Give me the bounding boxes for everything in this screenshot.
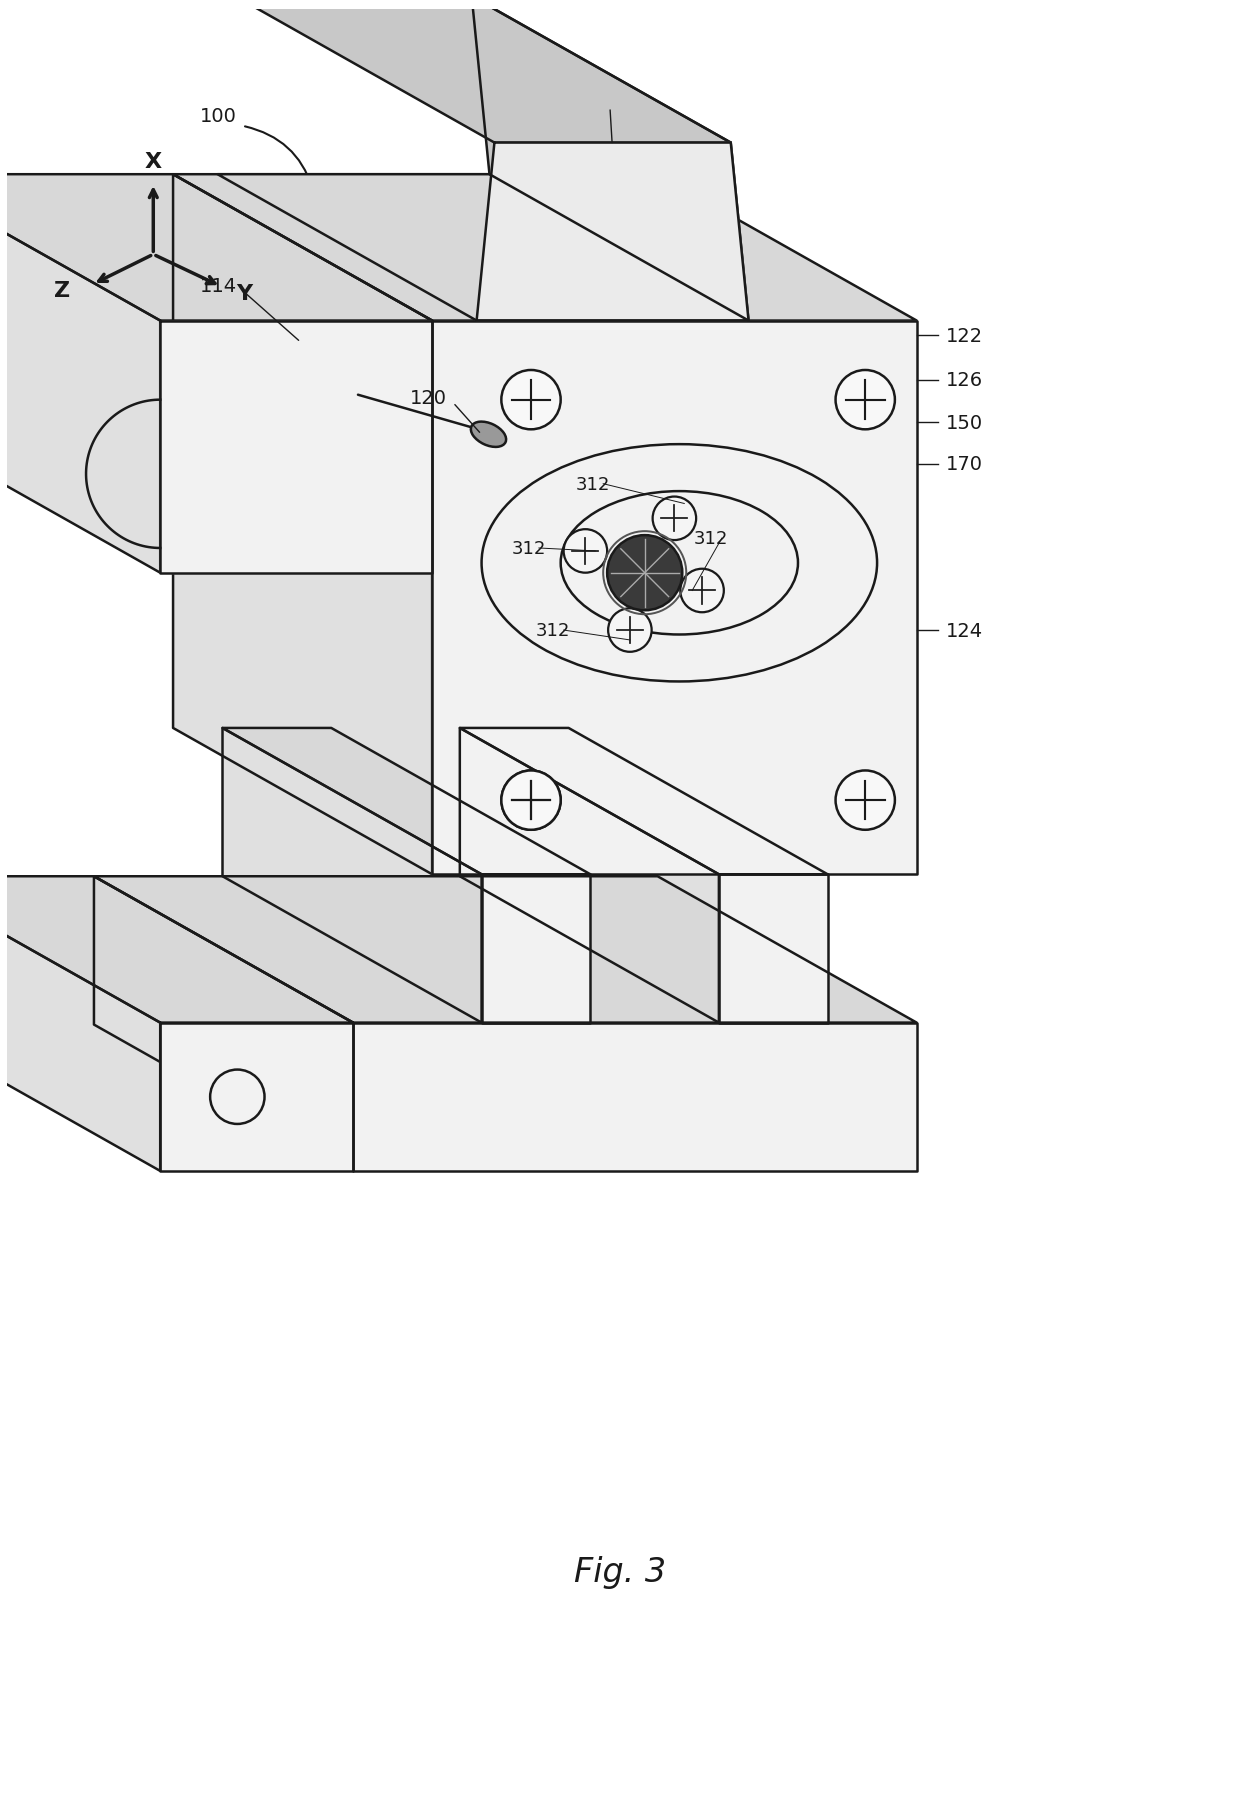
Polygon shape: [94, 877, 353, 1170]
Ellipse shape: [564, 530, 608, 574]
Ellipse shape: [501, 771, 560, 831]
Text: X: X: [145, 153, 162, 173]
Text: 116: 116: [556, 92, 593, 110]
Polygon shape: [353, 1023, 916, 1170]
Text: 170: 170: [946, 455, 983, 475]
Text: Z: Z: [55, 280, 71, 300]
Text: 100: 100: [200, 108, 237, 126]
Text: 114: 114: [200, 277, 237, 297]
Polygon shape: [432, 322, 916, 876]
Polygon shape: [236, 0, 730, 144]
Text: 126: 126: [946, 370, 983, 390]
Ellipse shape: [836, 370, 895, 430]
Polygon shape: [481, 876, 590, 1023]
Polygon shape: [0, 877, 160, 1170]
Text: 124: 124: [946, 620, 983, 640]
Polygon shape: [460, 728, 827, 876]
Polygon shape: [174, 174, 916, 322]
Text: 312: 312: [575, 475, 610, 493]
Circle shape: [608, 536, 682, 611]
Polygon shape: [94, 877, 916, 1023]
Ellipse shape: [608, 610, 652, 653]
Polygon shape: [0, 174, 432, 322]
Polygon shape: [719, 876, 827, 1023]
Ellipse shape: [836, 771, 895, 831]
Polygon shape: [0, 877, 353, 1023]
Text: Y: Y: [236, 284, 252, 304]
Polygon shape: [160, 322, 432, 574]
Ellipse shape: [471, 423, 506, 448]
Text: 120: 120: [410, 388, 448, 408]
Text: 150: 150: [946, 414, 983, 433]
Text: 312: 312: [511, 539, 546, 557]
Polygon shape: [471, 0, 749, 322]
Polygon shape: [460, 728, 719, 1023]
Polygon shape: [160, 1023, 353, 1170]
Ellipse shape: [501, 370, 560, 430]
Polygon shape: [0, 174, 160, 574]
Polygon shape: [217, 174, 749, 322]
Text: Fig. 3: Fig. 3: [574, 1555, 666, 1588]
Polygon shape: [476, 144, 749, 322]
Polygon shape: [222, 728, 481, 1023]
Ellipse shape: [681, 570, 724, 613]
Text: 312: 312: [694, 530, 729, 548]
Polygon shape: [174, 174, 432, 876]
Text: 312: 312: [536, 622, 570, 640]
Ellipse shape: [501, 771, 560, 831]
Text: 122: 122: [946, 327, 983, 345]
Ellipse shape: [652, 498, 696, 541]
Polygon shape: [222, 728, 590, 876]
